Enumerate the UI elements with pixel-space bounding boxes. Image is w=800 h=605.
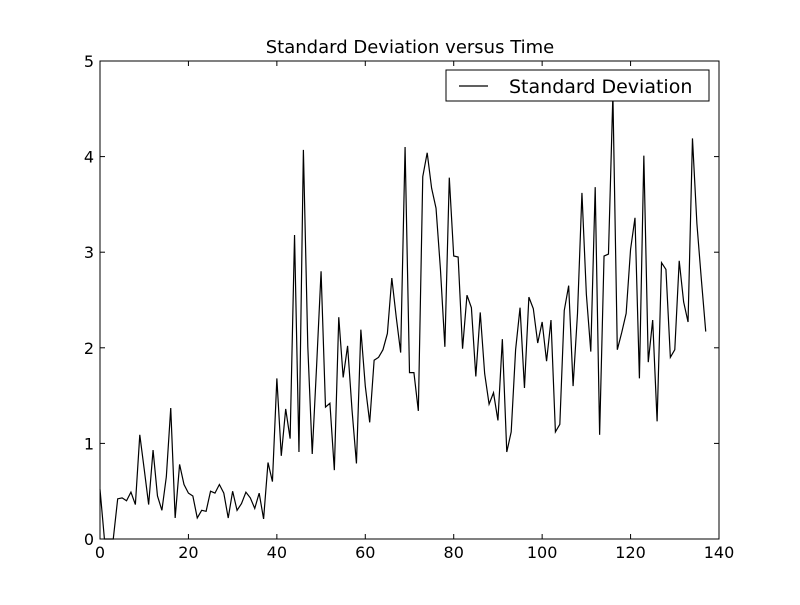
y-tick-label: 1 — [84, 434, 94, 453]
series-line-0 — [99, 94, 707, 540]
y-tick-label: 3 — [84, 243, 94, 262]
legend: Standard Deviation — [445, 69, 710, 102]
y-tick-label: 5 — [84, 52, 94, 71]
chart-title: Standard Deviation versus Time — [266, 37, 555, 58]
legend-label: Standard Deviation — [509, 76, 692, 98]
x-axis: 0 20 40 60 80 100 120 140 — [95, 61, 734, 562]
y-tick-label: 2 — [84, 339, 94, 358]
plot-area-frame — [99, 60, 720, 540]
x-tick-label: 80 — [444, 543, 464, 562]
y-tick-label: 4 — [84, 148, 94, 167]
x-tick-label: 60 — [355, 543, 375, 562]
legend-box — [445, 69, 710, 102]
plot-lines — [99, 94, 707, 540]
x-tick-label: 120 — [615, 543, 646, 562]
y-axis: 0 1 2 3 4 5 — [84, 52, 719, 549]
x-tick-label: 140 — [704, 543, 735, 562]
y-tick-label: 0 — [84, 530, 94, 549]
x-tick-label: 20 — [178, 543, 198, 562]
x-tick-label: 100 — [527, 543, 558, 562]
x-tick-label: 40 — [267, 543, 287, 562]
x-tick-label: 0 — [95, 543, 105, 562]
